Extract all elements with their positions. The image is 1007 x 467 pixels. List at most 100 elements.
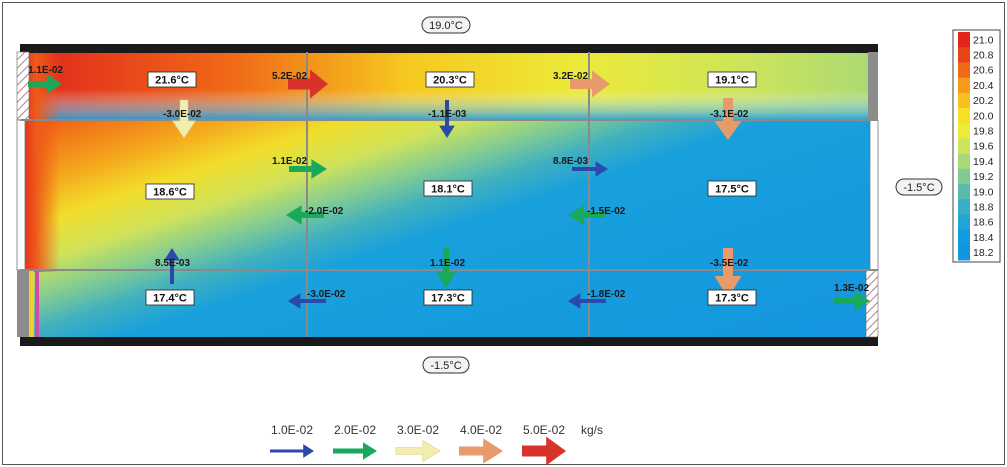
flow-rate-label: -3.0E-02 (163, 109, 202, 120)
flow-arrow-icon (834, 291, 870, 311)
zone-temp-value: 17.3°C (431, 293, 465, 305)
colorbar-tick-label: 20.4 (973, 80, 994, 92)
flow-top-middle-down: -1.1E-03 (428, 100, 467, 138)
legend-arrow-icon (270, 444, 314, 458)
flow-arrow-icon (572, 161, 608, 177)
flow-rate-label: 5.2E-02 (272, 71, 307, 82)
flow-arrow-icon (570, 70, 610, 98)
zone-temp-top-middle: 20.3°C (425, 71, 475, 88)
legend-item-label: 5.0E-02 (523, 423, 565, 437)
colorbar-tick-label: 21.0 (973, 34, 994, 46)
flow-inlet-top-left: 1.1E-02 (28, 65, 63, 94)
colorbar-swatch (958, 108, 970, 124)
flow-arrow-icon (288, 293, 326, 309)
flow-mid-horizontal-upper-2: 8.8E-03 (553, 156, 608, 177)
zone-temp-top-left: 21.6°C (147, 71, 197, 88)
flow-rate-label: -1.8E-02 (587, 289, 626, 300)
flow-arrow-icon (568, 293, 606, 309)
zone-temp-value: 18.6°C (153, 187, 187, 199)
flow-rate-label: -1.1E-03 (428, 109, 467, 120)
legend-item-label: 2.0E-02 (334, 423, 376, 437)
colorbar-tick-label: 18.6 (973, 217, 994, 229)
flow-legend: 1.0E-02 2.0E-02 3.0E-02 4.0E-02 5.0E-02 kg/s (270, 423, 603, 466)
flow-bottom-left-up: 8.5E-03 (155, 248, 190, 284)
colorbar-swatch (958, 153, 970, 170)
flow-top-left-down: -3.0E-02 (163, 99, 202, 139)
zone-temp-bottom-right: 17.3°C (707, 289, 757, 306)
colorbar-swatch (958, 184, 970, 200)
flow-bottom-horizontal-2: -1.8E-02 (568, 289, 626, 309)
legend-item-label: 3.0E-02 (397, 423, 439, 437)
colorbar-tick-label: 20.2 (973, 95, 994, 107)
zone-temp-bottom-middle: 17.3°C (423, 289, 473, 306)
colorbar-tick-label: 20.6 (973, 65, 994, 77)
colorbar-tick-label: 18.8 (973, 202, 994, 214)
colorbar-swatch (958, 138, 970, 155)
flow-rate-label: 8.5E-03 (155, 258, 190, 269)
legend-item: 2.0E-02 (333, 423, 377, 460)
zone-temp-value: 17.5°C (715, 184, 749, 196)
colorbar-tick-label: 19.8 (973, 126, 994, 138)
legend-item-label: 4.0E-02 (460, 423, 502, 437)
boundary-bottom-label: -1.5°C (430, 360, 461, 372)
legend-item: 1.0E-02 (270, 423, 314, 458)
flow-arrow-icon (436, 248, 456, 288)
boundary-right-label: -1.5°C (903, 182, 934, 194)
flow-arrow-icon (439, 100, 455, 138)
flow-arrow-icon (164, 248, 180, 284)
zone-temp-value: 18.1°C (431, 184, 465, 196)
zone-temp-middle-middle: 18.1°C (423, 180, 473, 197)
legend-arrow-icon (459, 438, 503, 464)
flow-outlet-bottom-right: 1.3E-02 (834, 283, 870, 311)
flow-mid-horizontal-upper-1: 1.1E-02 (272, 156, 327, 179)
flow-arrow-icon (714, 98, 742, 140)
colorbar-tick-label: 18.2 (973, 247, 994, 259)
legend-item: 5.0E-02 (522, 423, 566, 466)
ceiling-wall (20, 44, 878, 53)
right-upper-wall (868, 52, 878, 120)
colorbar-swatch (958, 32, 970, 48)
flow-rate-label: 8.8E-03 (553, 156, 588, 167)
flow-top-horizontal-1: 5.2E-02 (272, 69, 328, 99)
flow-rate-label: 3.2E-02 (553, 71, 588, 82)
zone-temp-bottom-left: 17.4°C (145, 289, 195, 306)
colorbar-swatch (958, 214, 970, 231)
legend-item: 3.0E-02 (395, 423, 441, 463)
heater-element (35, 268, 39, 337)
legend-arrow-icon (522, 436, 566, 466)
colorbar-tick-label: 19.4 (973, 156, 994, 168)
colorbar-swatch (958, 168, 970, 185)
left-lower-wall (17, 270, 29, 337)
legend-arrow-icon (395, 439, 441, 463)
left-wall (16, 119, 26, 271)
flow-rate-label: 1.1E-02 (272, 156, 307, 167)
colorbar-tick-label: 20.0 (973, 110, 994, 122)
colorbar-tick-label: 19.2 (973, 171, 994, 183)
flow-arrow-icon (286, 205, 324, 225)
zone-temp-middle-left: 18.6°C (145, 183, 195, 200)
flow-arrow-icon (171, 99, 197, 139)
colorbar-tick-label: 19.6 (973, 141, 994, 153)
zone-temperatures: 21.6°C 20.3°C 19.1°C 18.6°C 18.1°C 17.5°C 17.4… (145, 71, 757, 306)
zone-temp-value: 21.6°C (155, 75, 189, 87)
colorbar-swatch (958, 123, 970, 139)
zone-temp-top-right: 19.1°C (707, 71, 757, 88)
legend-unit: kg/s (581, 423, 603, 437)
legend-item-label: 1.0E-02 (271, 423, 313, 437)
flow-rate-label: -3.0E-02 (307, 289, 346, 300)
boundary-top-label: 19.0°C (429, 20, 463, 32)
colorbar-swatch (958, 47, 970, 63)
zone-temp-value: 17.4°C (153, 293, 187, 305)
flow-rate-label: -3.5E-02 (710, 258, 749, 269)
heater-strip (29, 270, 34, 337)
zone-temp-middle-right: 17.5°C (707, 180, 757, 197)
flow-bottom-middle-down: 1.1E-02 (430, 248, 465, 288)
flow-mid-horizontal-lower-2: -1.5E-02 (568, 205, 626, 225)
flow-bottom-horizontal-1: -3.0E-02 (288, 289, 346, 309)
flow-arrow-icon (288, 69, 328, 99)
colorbar-swatch (958, 77, 970, 94)
colorbar-swatch (958, 244, 970, 261)
flow-rate-label: -3.1E-02 (710, 109, 749, 120)
colorbar-tick-label: 19.0 (973, 186, 994, 198)
